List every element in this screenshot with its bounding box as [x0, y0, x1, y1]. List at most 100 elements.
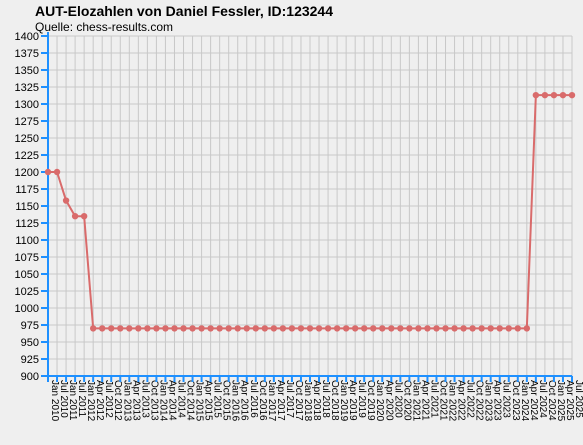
data-point	[71, 213, 79, 220]
y-tick-label: 1125	[15, 218, 39, 230]
data-point	[189, 325, 196, 332]
y-axis-ticks: 900 925 950 975 1000 1025 1050 1075 1100 1125 1150…	[15, 31, 48, 383]
data-point	[288, 325, 296, 332]
data-point	[198, 325, 205, 332]
x-tick-label: Apr 2019	[347, 380, 358, 421]
data-point	[108, 325, 115, 332]
x-tick-label: Oct 2017	[293, 380, 304, 421]
x-tick-label: Jul 2021	[428, 380, 439, 418]
x-tick-label: Apr 2018	[311, 380, 322, 421]
x-tick-label: Oct 2021	[437, 380, 448, 421]
data-point	[180, 325, 187, 332]
x-tick-label: Jan 2011	[67, 380, 78, 421]
data-point	[523, 325, 531, 332]
series-layer	[44, 91, 576, 332]
data-point	[505, 325, 512, 332]
y-tick-label: 1200	[15, 167, 39, 179]
data-point	[225, 325, 232, 332]
y-tick-label: 1025	[15, 286, 39, 298]
x-tick-label: Jul 2013	[139, 380, 150, 418]
data-point	[469, 325, 476, 332]
x-tick-label: Apr 2024	[528, 380, 539, 421]
y-tick-label: 1150	[15, 201, 39, 213]
data-point	[442, 325, 449, 332]
x-tick-label: Apr 2013	[130, 380, 141, 421]
y-tick-label: 1375	[15, 48, 39, 60]
data-point	[487, 325, 494, 332]
data-point	[324, 325, 332, 332]
x-tick-label: Oct 2016	[257, 380, 268, 421]
x-tick-label: Jan 2022	[447, 380, 458, 422]
x-tick-label: Apr 2015	[203, 380, 214, 421]
x-tick-label: Jan 2018	[302, 380, 313, 422]
data-point	[550, 91, 558, 99]
x-tick-label: Oct 2012	[112, 380, 123, 421]
x-tick-label: Apr 2025	[564, 380, 575, 421]
y-tick-label: 1075	[15, 252, 39, 264]
data-point	[478, 325, 485, 332]
y-tick-label: 1050	[15, 269, 39, 281]
x-tick-label: Jan 2019	[338, 380, 349, 422]
data-point	[80, 213, 88, 220]
x-tick-label: Jan 2010	[49, 380, 60, 422]
x-tick-label: Jul 2020	[392, 380, 403, 418]
data-point	[315, 325, 323, 332]
x-tick-label: Jan 2015	[194, 380, 205, 422]
data-point	[270, 325, 278, 332]
x-tick-label: Jul 2016	[248, 380, 259, 418]
y-tick-label: 925	[21, 354, 39, 366]
data-point	[243, 325, 250, 332]
x-tick-label: Apr 2020	[383, 380, 394, 421]
data-point	[379, 325, 386, 332]
data-point	[397, 325, 404, 332]
x-tick-label: Jul 2022	[465, 380, 476, 418]
x-tick-label: Apr 2012	[94, 380, 105, 421]
data-point	[171, 325, 178, 332]
x-tick-label: Jan 2013	[121, 380, 132, 422]
y-tick-label: 1350	[15, 65, 39, 77]
data-point	[514, 325, 521, 332]
grid-lines	[47, 35, 573, 377]
data-point	[99, 325, 106, 332]
y-tick-label: 900	[21, 371, 39, 383]
data-point	[424, 325, 431, 332]
x-tick-label: Apr 2022	[456, 380, 467, 421]
data-point	[532, 91, 540, 99]
y-tick-label: 1300	[15, 99, 39, 111]
data-point	[89, 325, 97, 332]
x-tick-label: Jul 2017	[284, 380, 295, 418]
data-point	[306, 325, 314, 332]
y-tick-label: 1400	[15, 31, 39, 43]
data-point	[333, 325, 341, 332]
x-tick-label: Jan 2014	[157, 380, 168, 422]
data-point	[342, 325, 350, 332]
x-tick-label: Jul 2018	[320, 380, 331, 418]
data-point	[559, 91, 567, 99]
x-tick-label: Jul 2014	[175, 380, 186, 418]
x-tick-label: Jul 2024	[537, 380, 548, 418]
data-point	[234, 325, 241, 332]
x-tick-label: Oct 2013	[148, 380, 159, 421]
data-point	[44, 168, 52, 176]
x-tick-label: Oct 2023	[510, 380, 521, 421]
chart-subtitle: Quelle: chess-results.com	[35, 20, 174, 34]
data-point	[162, 325, 169, 332]
x-tick-label: Oct 2015	[221, 380, 232, 421]
data-point	[135, 325, 142, 332]
data-point	[496, 325, 503, 332]
y-tick-label: 975	[21, 320, 39, 332]
x-tick-label: Oct 2024	[546, 380, 557, 421]
data-point	[433, 325, 440, 332]
x-tick-label: Apr 2023	[492, 380, 503, 421]
x-tick-label: Jan 2024	[519, 380, 530, 422]
y-tick-label: 1000	[15, 303, 39, 315]
data-point	[144, 325, 151, 332]
data-point	[297, 325, 305, 332]
data-point	[541, 91, 549, 99]
y-tick-label: 1175	[15, 184, 39, 196]
x-tick-label: Oct 2018	[329, 380, 340, 421]
x-tick-label: Jan 2012	[85, 380, 96, 422]
x-tick-label: Oct 2020	[401, 380, 412, 421]
